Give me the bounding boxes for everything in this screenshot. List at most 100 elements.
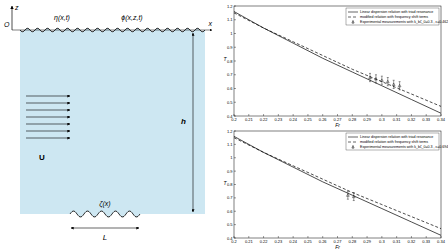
- error-cap: [353, 192, 355, 193]
- plot-area: [234, 12, 441, 114]
- error-bar: [387, 78, 388, 86]
- series-line: [234, 12, 441, 114]
- label: 0.6: [227, 86, 233, 91]
- error-cap: [369, 81, 371, 82]
- label: 1: [230, 155, 233, 160]
- label: η(x,t): [54, 14, 70, 22]
- label: 0.22: [260, 117, 269, 122]
- x-tick: [263, 236, 264, 238]
- x-tick: [381, 236, 382, 238]
- series-line: [234, 136, 441, 235]
- label: 0.21: [245, 239, 254, 244]
- flow-arrow: [26, 110, 70, 111]
- diagram: Ozxη(x,t)ϕ(x,z,t)Uhζ(x)L: [4, 4, 213, 242]
- water: [20, 28, 205, 217]
- error-cap: [375, 74, 377, 75]
- label: L: [103, 233, 107, 242]
- label: 0.4: [227, 114, 233, 119]
- label: 1: [230, 31, 233, 36]
- label: T: [223, 56, 227, 62]
- plot-area: [234, 136, 441, 235]
- label: 0.31: [393, 239, 402, 244]
- error-cap: [381, 84, 383, 85]
- legend: Linear dispersion relation with triad re…: [346, 8, 448, 25]
- x-tick: [352, 114, 353, 116]
- label: 0.34: [437, 117, 446, 122]
- label: 0.22: [260, 239, 269, 244]
- x-tick: [381, 114, 382, 116]
- label: 0.32: [408, 239, 417, 244]
- error-cap: [393, 88, 395, 89]
- y-tick: [234, 61, 236, 62]
- label: 0.3: [379, 117, 385, 122]
- label: 0.7: [227, 72, 233, 77]
- label: Experimental measurements with k_bζ_0=0.…: [360, 145, 448, 149]
- y-tick: [234, 238, 236, 239]
- data-point: [375, 77, 378, 80]
- label: 1.1: [227, 142, 233, 147]
- label: 0.23: [274, 117, 283, 122]
- legend-marker: [352, 21, 354, 23]
- label: 0.21: [245, 117, 254, 122]
- error-cap: [375, 83, 377, 84]
- z-axis: [12, 6, 13, 30]
- label: 0.6: [227, 209, 233, 214]
- chart: 0.20.210.220.230.240.250.260.270.280.290…: [223, 129, 448, 251]
- label: 0.4: [227, 236, 233, 241]
- label: 0.32: [408, 117, 417, 122]
- label: 0.31: [393, 117, 402, 122]
- label: 0.33: [422, 239, 431, 244]
- length-arrow: [71, 228, 139, 229]
- error-cap: [393, 80, 395, 81]
- error-bar: [399, 82, 400, 90]
- label: 0.26: [319, 239, 328, 244]
- error-bar: [353, 193, 354, 201]
- legend-marker: [352, 146, 354, 148]
- x-tick: [352, 236, 353, 238]
- label: 1.1: [227, 17, 233, 22]
- label: Fr: [335, 244, 340, 250]
- error-cap: [347, 191, 349, 192]
- depth-arrow: [193, 33, 194, 212]
- data-point: [380, 79, 383, 82]
- legend-line: [348, 137, 358, 138]
- x-tick: [396, 114, 397, 116]
- x-tick: [396, 236, 397, 238]
- error-bar: [370, 73, 371, 81]
- label: 0.5: [227, 100, 233, 105]
- data-point: [346, 194, 349, 197]
- y-tick: [234, 171, 236, 172]
- x-tick: [441, 114, 442, 116]
- label: 0.3: [379, 239, 385, 244]
- x-tick: [278, 236, 279, 238]
- data-point: [392, 83, 395, 86]
- y-tick: [234, 88, 236, 89]
- x-tick: [441, 236, 442, 238]
- label: 0.33: [422, 117, 431, 122]
- legend-errorbar: [353, 145, 354, 149]
- error-bar: [347, 191, 348, 199]
- label: 0.29: [363, 117, 372, 122]
- label: 0.24: [289, 239, 298, 244]
- x-tick: [307, 236, 308, 238]
- flow-arrow: [26, 117, 70, 118]
- data-point: [369, 76, 372, 79]
- y-tick: [234, 157, 236, 158]
- y-tick: [234, 144, 236, 145]
- error-cap: [399, 89, 401, 90]
- y-tick: [234, 197, 236, 198]
- x-tick: [307, 114, 308, 116]
- y-tick: [234, 33, 236, 34]
- label: 0.28: [348, 239, 357, 244]
- y-tick: [234, 116, 236, 117]
- legend-line: [348, 17, 358, 18]
- label: U: [39, 153, 45, 162]
- flow-arrow: [26, 138, 70, 139]
- label: ϕ(x,z,t): [121, 14, 142, 22]
- label: Linear dispersion relation with triad re…: [360, 10, 433, 14]
- ripple-bottom: [70, 211, 140, 217]
- label: Linear dispersion relation with triad re…: [360, 135, 433, 139]
- x-tick: [263, 114, 264, 116]
- x-axis: [12, 30, 212, 31]
- label: 0.23: [274, 239, 283, 244]
